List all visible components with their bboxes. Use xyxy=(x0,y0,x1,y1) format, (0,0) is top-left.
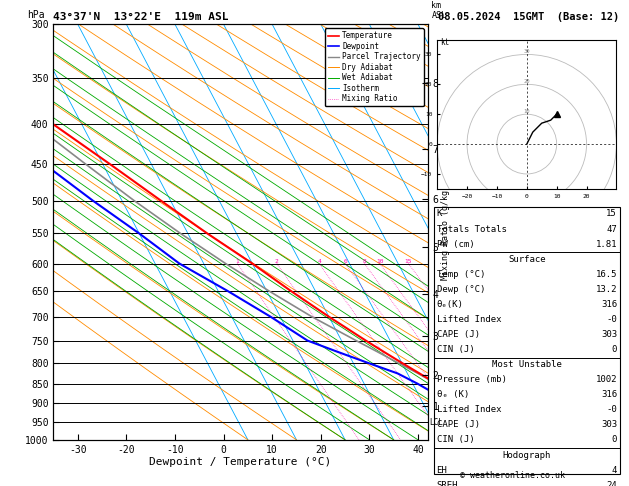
Text: 1.81: 1.81 xyxy=(596,240,617,249)
Text: 316: 316 xyxy=(601,300,617,309)
Text: CIN (J): CIN (J) xyxy=(437,435,474,445)
Text: 316: 316 xyxy=(601,390,617,399)
Text: 10: 10 xyxy=(523,109,530,114)
Text: θₑ(K): θₑ(K) xyxy=(437,300,464,309)
Text: 10: 10 xyxy=(376,259,384,263)
Text: 303: 303 xyxy=(601,420,617,430)
Text: 43°37'N  13°22'E  119m ASL: 43°37'N 13°22'E 119m ASL xyxy=(53,12,229,22)
Text: 2: 2 xyxy=(275,259,279,263)
Text: km
ASL: km ASL xyxy=(431,1,447,20)
Text: LCL: LCL xyxy=(429,417,443,427)
Text: Surface: Surface xyxy=(508,255,545,264)
Text: 303: 303 xyxy=(601,330,617,339)
Text: 6: 6 xyxy=(343,259,347,263)
Text: Lifted Index: Lifted Index xyxy=(437,315,501,324)
Text: Temp (°C): Temp (°C) xyxy=(437,270,485,279)
Text: kt: kt xyxy=(440,38,449,48)
Text: θₑ (K): θₑ (K) xyxy=(437,390,469,399)
Text: 0: 0 xyxy=(611,435,617,445)
Text: Pressure (mb): Pressure (mb) xyxy=(437,375,506,384)
Text: -0: -0 xyxy=(606,405,617,415)
Text: 0: 0 xyxy=(611,345,617,354)
Text: © weatheronline.co.uk: © weatheronline.co.uk xyxy=(460,470,565,480)
Text: 4: 4 xyxy=(611,466,617,475)
Y-axis label: Mixing Ratio (g/kg): Mixing Ratio (g/kg) xyxy=(441,185,450,279)
Text: EH: EH xyxy=(437,466,447,475)
Text: Totals Totals: Totals Totals xyxy=(437,225,506,234)
Text: 30: 30 xyxy=(523,50,530,54)
Text: 8: 8 xyxy=(362,259,366,263)
Text: 20: 20 xyxy=(523,79,530,85)
Text: 4: 4 xyxy=(317,259,321,263)
Text: CAPE (J): CAPE (J) xyxy=(437,330,479,339)
Text: hPa: hPa xyxy=(27,10,45,20)
Text: 16.5: 16.5 xyxy=(596,270,617,279)
Text: Lifted Index: Lifted Index xyxy=(437,405,501,415)
Text: 08.05.2024  15GMT  (Base: 12): 08.05.2024 15GMT (Base: 12) xyxy=(438,12,619,22)
Text: K: K xyxy=(437,209,442,219)
Text: CAPE (J): CAPE (J) xyxy=(437,420,479,430)
Text: CIN (J): CIN (J) xyxy=(437,345,474,354)
Text: Hodograph: Hodograph xyxy=(503,451,551,460)
Text: SREH: SREH xyxy=(437,481,458,486)
Text: 15: 15 xyxy=(606,209,617,219)
Text: 1: 1 xyxy=(236,259,239,263)
Text: 24: 24 xyxy=(606,481,617,486)
Text: Most Unstable: Most Unstable xyxy=(492,360,562,369)
X-axis label: Dewpoint / Temperature (°C): Dewpoint / Temperature (°C) xyxy=(150,457,331,468)
Text: 15: 15 xyxy=(404,259,412,263)
Legend: Temperature, Dewpoint, Parcel Trajectory, Dry Adiabat, Wet Adiabat, Isotherm, Mi: Temperature, Dewpoint, Parcel Trajectory… xyxy=(325,28,424,106)
Text: Dewp (°C): Dewp (°C) xyxy=(437,285,485,294)
Text: PW (cm): PW (cm) xyxy=(437,240,474,249)
Text: 13.2: 13.2 xyxy=(596,285,617,294)
Text: 47: 47 xyxy=(606,225,617,234)
Text: 1002: 1002 xyxy=(596,375,617,384)
Text: -0: -0 xyxy=(606,315,617,324)
